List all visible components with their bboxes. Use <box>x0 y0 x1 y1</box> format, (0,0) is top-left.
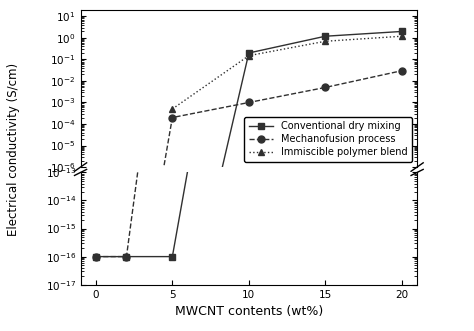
Conventional dry mixing <box>399 29 405 33</box>
Conventional dry mixing <box>170 255 175 259</box>
Immiscible polymer blend <box>170 107 175 111</box>
Line: Mechanofusion process: Mechanofusion process <box>92 0 405 260</box>
Mechanofusion process <box>246 101 252 105</box>
Text: Electrical conductivity (S/cm): Electrical conductivity (S/cm) <box>7 62 20 236</box>
Line: Immiscible polymer blend: Immiscible polymer blend <box>169 33 405 113</box>
Mechanofusion process <box>322 85 328 89</box>
Line: Conventional dry mixing: Conventional dry mixing <box>92 0 405 260</box>
Line: Mechanofusion process: Mechanofusion process <box>92 67 405 331</box>
Conventional dry mixing <box>322 34 328 38</box>
Mechanofusion process <box>124 255 129 259</box>
Conventional dry mixing <box>246 51 252 55</box>
Line: Conventional dry mixing: Conventional dry mixing <box>92 28 405 331</box>
Mechanofusion process <box>170 116 175 119</box>
Conventional dry mixing <box>93 255 99 259</box>
Immiscible polymer blend <box>246 54 252 58</box>
Immiscible polymer blend <box>399 34 405 38</box>
Immiscible polymer blend <box>322 39 328 43</box>
Mechanofusion process <box>93 255 99 259</box>
X-axis label: MWCNT contents (wt%): MWCNT contents (wt%) <box>175 305 323 318</box>
Mechanofusion process <box>399 69 405 73</box>
Conventional dry mixing <box>124 255 129 259</box>
Legend: Conventional dry mixing, Mechanofusion process, Immiscible polymer blend: Conventional dry mixing, Mechanofusion p… <box>244 117 412 162</box>
